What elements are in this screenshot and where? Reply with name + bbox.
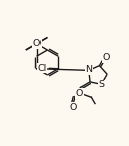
Text: N: N	[85, 65, 92, 74]
Text: O: O	[76, 89, 83, 98]
Text: S: S	[98, 80, 104, 89]
Text: O: O	[32, 39, 40, 48]
Text: O: O	[34, 39, 41, 48]
Text: O: O	[102, 53, 110, 62]
Text: O: O	[69, 103, 76, 112]
Text: Cl: Cl	[37, 64, 47, 73]
